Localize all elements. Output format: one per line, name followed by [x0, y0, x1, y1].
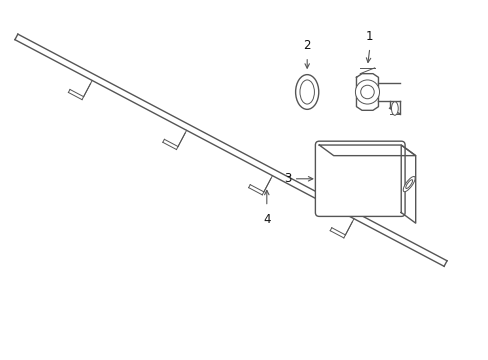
Ellipse shape — [360, 85, 373, 99]
Text: 4: 4 — [263, 213, 270, 226]
Ellipse shape — [299, 80, 314, 104]
Ellipse shape — [391, 102, 397, 115]
Ellipse shape — [403, 176, 414, 192]
Text: 1: 1 — [366, 30, 373, 43]
Ellipse shape — [355, 80, 379, 104]
Ellipse shape — [295, 75, 318, 109]
Text: 2: 2 — [303, 39, 310, 52]
Text: 3: 3 — [284, 172, 291, 185]
FancyBboxPatch shape — [315, 141, 404, 216]
Ellipse shape — [405, 180, 412, 189]
